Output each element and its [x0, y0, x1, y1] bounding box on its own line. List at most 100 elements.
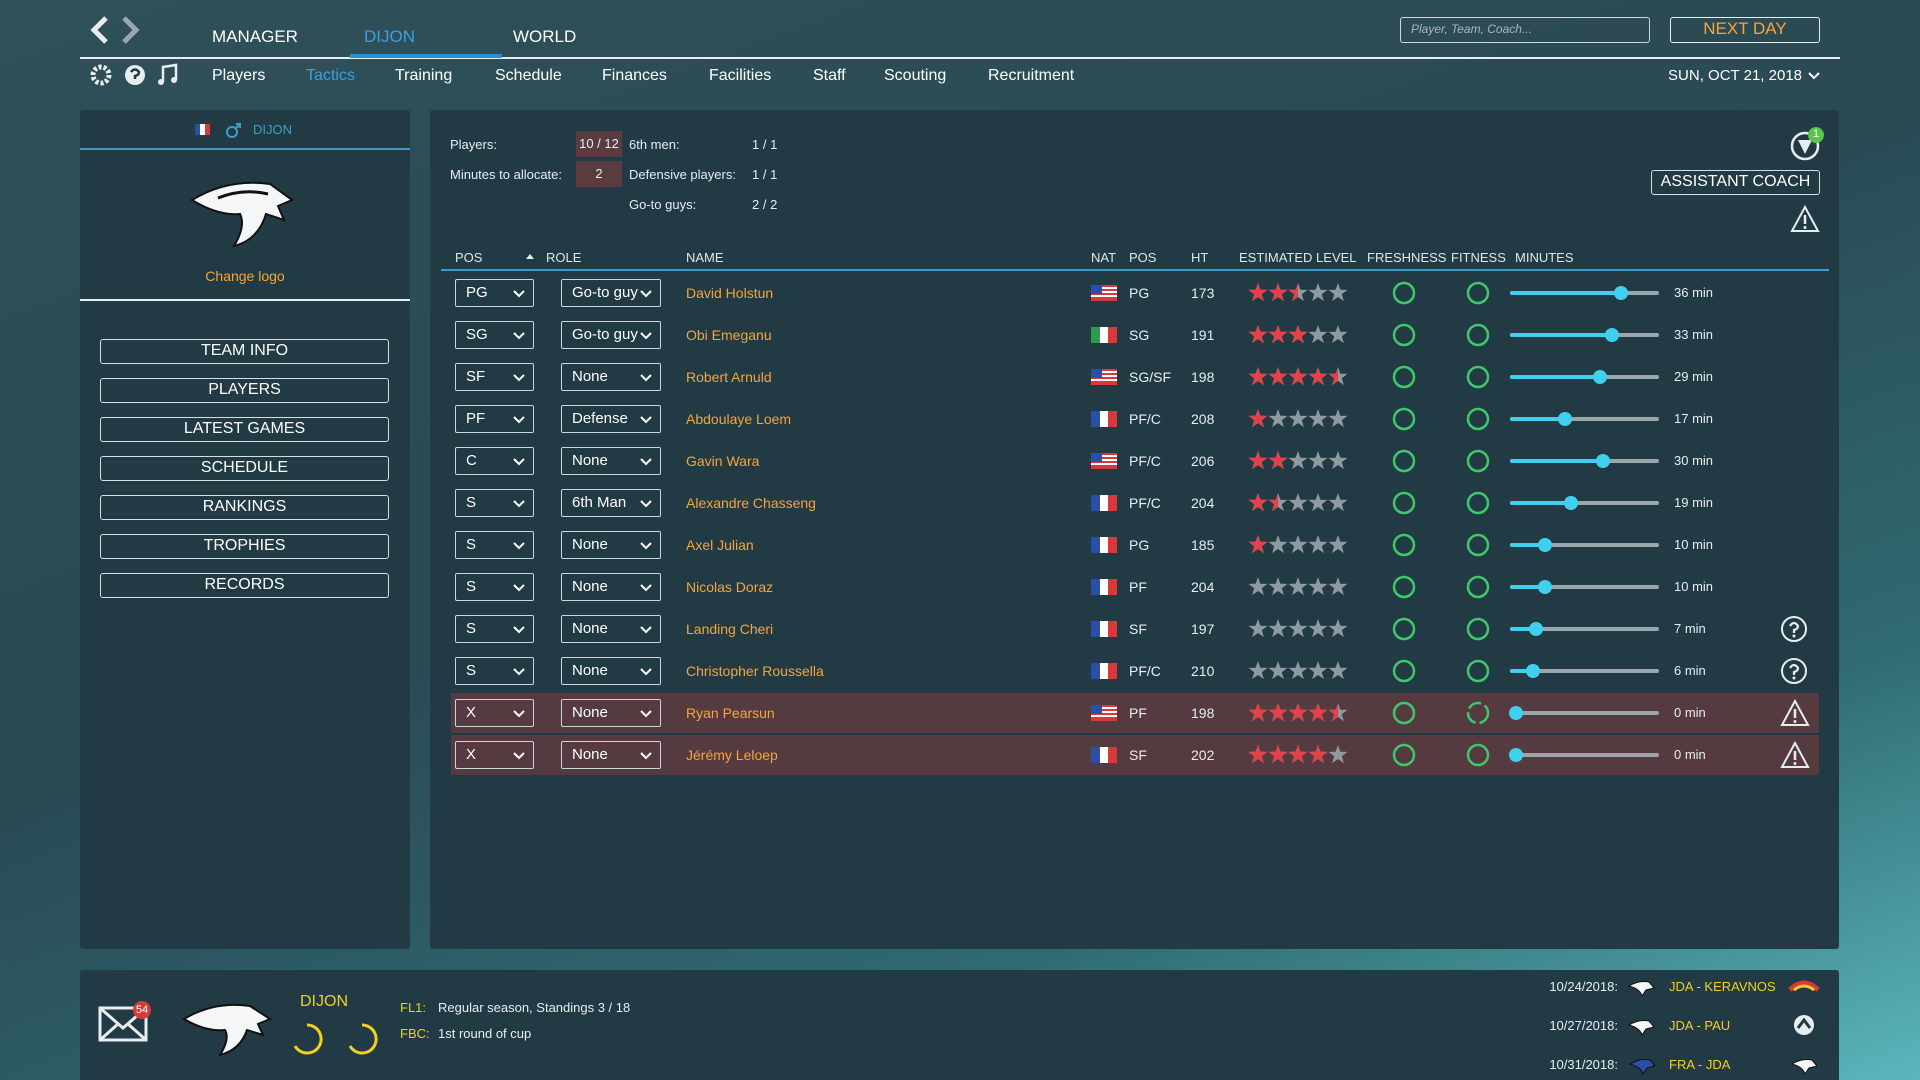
sidebar-button[interactable]: RECORDS [100, 573, 389, 598]
top-tab[interactable]: DIJON [364, 27, 415, 46]
role-select[interactable]: None [561, 615, 661, 643]
pos-select[interactable]: X [455, 741, 534, 769]
nav-item[interactable]: Staff [813, 67, 846, 84]
slider-handle[interactable] [1558, 412, 1573, 426]
slider-handle[interactable] [1526, 664, 1541, 678]
player-name[interactable]: Christopher Roussella [686, 663, 824, 679]
pos-select[interactable]: S [455, 657, 534, 685]
role-select[interactable]: None [561, 363, 661, 391]
player-name[interactable]: Landing Cheri [686, 621, 774, 637]
assistant-coach-button[interactable]: ASSISTANT COACH [1651, 170, 1820, 195]
next-day-button[interactable]: NEXT DAY [1670, 17, 1820, 43]
column-header[interactable]: NAME [686, 250, 724, 265]
slider-handle[interactable] [1564, 496, 1579, 510]
role-select[interactable]: 6th Man [561, 489, 661, 517]
sidebar-button[interactable]: SCHEDULE [100, 456, 389, 481]
role-select[interactable]: None [561, 699, 661, 727]
help-icon[interactable] [1780, 657, 1808, 685]
player-name[interactable]: David Holstun [686, 285, 774, 301]
role-select[interactable]: Defense [561, 405, 661, 433]
role-select[interactable]: None [561, 573, 661, 601]
role-select[interactable]: None [561, 657, 661, 685]
pos-select[interactable]: S [455, 531, 534, 559]
pos-select[interactable]: S [455, 615, 534, 643]
nationality-flag [1091, 327, 1117, 343]
sort-arrow[interactable] [525, 252, 535, 260]
top-tab[interactable]: MANAGER [212, 27, 298, 46]
sidebar-button[interactable]: PLAYERS [100, 378, 389, 403]
notification-icon[interactable] [1788, 126, 1828, 166]
role-select[interactable]: None [561, 741, 661, 769]
notification-count: 1 [1812, 128, 1820, 140]
search-box[interactable]: Player, Team, Coach... [1400, 17, 1650, 43]
team-logo[interactable] [188, 170, 298, 250]
nav-item[interactable]: Schedule [495, 67, 562, 84]
nav-item[interactable]: Scouting [884, 67, 947, 84]
pos-select[interactable]: PG [455, 279, 534, 307]
level-stars [1248, 324, 1308, 346]
player-name[interactable]: Abdoulaye Loem [686, 411, 792, 427]
column-header[interactable]: POS [455, 250, 483, 265]
freshness [1392, 491, 1416, 515]
pos-select[interactable]: PF [455, 405, 534, 433]
player-name[interactable]: Jérémy Leloep [686, 747, 778, 763]
player-height: 198 [1191, 705, 1215, 721]
slider-handle[interactable] [1538, 538, 1553, 552]
slider-handle[interactable] [1509, 706, 1523, 720]
column-header[interactable]: ROLE [546, 250, 582, 265]
pos-select[interactable]: S [455, 573, 534, 601]
date[interactable]: SUN, OCT 21, 2018 [1668, 67, 1802, 84]
level-stars [1248, 492, 1278, 514]
sidebar-button[interactable]: TEAM INFO [100, 339, 389, 364]
player-name[interactable]: Ryan Pearsun [686, 705, 775, 721]
warning-icon[interactable] [1780, 699, 1810, 727]
sidebar-button[interactable]: LATEST GAMES [100, 417, 389, 442]
nav-item[interactable]: Recruitment [988, 67, 1075, 84]
nationality-flag [1091, 453, 1117, 469]
nav-item[interactable]: Players [212, 67, 266, 84]
player-name[interactable]: Nicolas Doraz [686, 579, 774, 595]
pos-select[interactable]: C [455, 447, 534, 475]
player-name[interactable]: Robert Arnuld [686, 369, 772, 385]
player-position: SF [1129, 747, 1147, 763]
slider-handle[interactable] [1538, 580, 1553, 594]
slider-fill [1510, 417, 1566, 421]
nav-item[interactable]: Facilities [709, 67, 772, 84]
player-name[interactable]: Gavin Wara [686, 453, 760, 469]
player-name[interactable]: Alexandre Chasseng [686, 495, 816, 511]
warning-icon[interactable] [1780, 741, 1810, 769]
player-name[interactable]: Axel Julian [686, 537, 754, 553]
role-select[interactable]: None [561, 531, 661, 559]
slider-handle[interactable] [1593, 370, 1608, 384]
nav-item[interactable]: Tactics [306, 67, 355, 84]
slider-handle[interactable] [1604, 328, 1619, 342]
slider-handle[interactable] [1529, 622, 1544, 636]
nav-item[interactable]: Finances [602, 67, 667, 84]
help-icon[interactable] [1780, 615, 1808, 643]
role-select[interactable]: Go-to guy [561, 279, 661, 307]
column-header: MINUTES [1515, 250, 1574, 265]
role-select[interactable]: None [561, 447, 661, 475]
schedule-match[interactable]: JDA - KERAVNOS [1669, 979, 1776, 994]
nav-item[interactable]: Training [395, 67, 453, 84]
mail-icon[interactable] [98, 1000, 152, 1046]
pos-select[interactable]: X [455, 699, 534, 727]
pos-select[interactable]: SG [455, 321, 534, 349]
change-logo[interactable]: Change logo [205, 268, 285, 284]
slider-handle[interactable] [1613, 286, 1628, 300]
schedule-match[interactable]: JDA - PAU [1669, 1018, 1731, 1033]
role-select[interactable]: Go-to guy [561, 321, 661, 349]
nationality-flag [1091, 621, 1117, 637]
date-dropdown-arrow[interactable] [1808, 68, 1820, 84]
sidebar-button[interactable]: RANKINGS [100, 495, 389, 520]
slider-handle[interactable] [1596, 454, 1611, 468]
settings-icons[interactable] [88, 62, 184, 90]
schedule-match[interactable]: FRA - JDA [1669, 1057, 1731, 1072]
pos-select[interactable]: SF [455, 363, 534, 391]
slider-handle[interactable] [1509, 748, 1523, 762]
history-arrows[interactable] [88, 14, 144, 46]
top-tab[interactable]: WORLD [513, 27, 577, 46]
player-name[interactable]: Obi Emeganu [686, 327, 772, 343]
sidebar-button[interactable]: TROPHIES [100, 534, 389, 559]
pos-select[interactable]: S [455, 489, 534, 517]
